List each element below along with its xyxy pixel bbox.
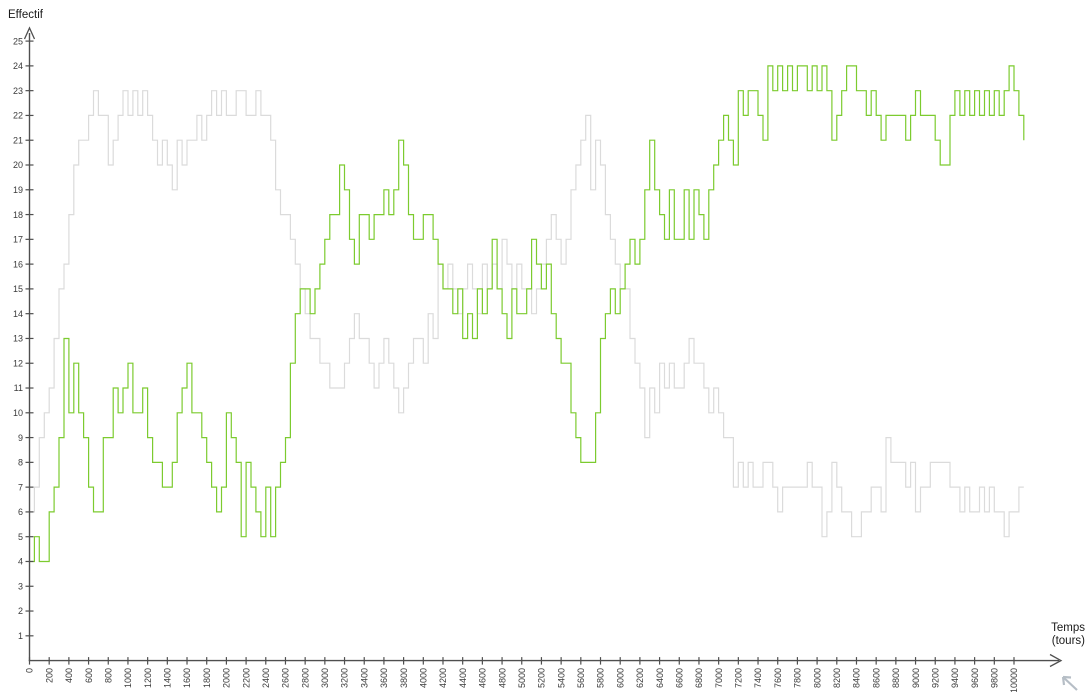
y-tick-label: 11 — [14, 383, 23, 393]
x-tick-label: 2400 — [261, 668, 271, 688]
y-tick-label: 2 — [18, 606, 23, 616]
x-tick-label: 3200 — [340, 668, 350, 688]
x-tick-label: 0 — [25, 668, 35, 673]
y-axis-ticks — [25, 40, 34, 637]
y-tick-label: 9 — [18, 433, 23, 443]
series-layer — [29, 65, 1025, 563]
x-tick-label: 7000 — [714, 668, 724, 688]
x-tick-label: 2000 — [222, 668, 232, 688]
y-tick-label: 20 — [13, 160, 23, 170]
x-tick-label: 2200 — [241, 668, 251, 688]
mouse-cursor-icon — [1061, 675, 1078, 691]
x-axis-tick-labels: 0 200 400 600 800 1000 1200 1400 1600 1800 2000 220… — [25, 668, 1020, 692]
x-tick-label: 1200 — [143, 668, 153, 688]
y-tick-label: 15 — [13, 284, 23, 294]
y-tick-label: 4 — [18, 557, 23, 567]
y-tick-label: 5 — [18, 532, 23, 542]
x-tick-label: 10000 — [1009, 668, 1019, 692]
x-tick-label: 7400 — [753, 668, 763, 688]
y-axis-title: Effectif — [8, 9, 44, 21]
x-tick-label: 6200 — [635, 668, 645, 688]
y-tick-label: 23 — [13, 86, 23, 96]
y-tick-label: 17 — [13, 235, 23, 245]
x-tick-label: 1800 — [202, 668, 212, 688]
x-tick-label: 8400 — [852, 668, 862, 688]
x-axis-arrow-icon — [1049, 653, 1063, 668]
x-tick-label: 4000 — [419, 668, 429, 688]
y-tick-label: 18 — [13, 210, 23, 220]
x-tick-label: 6400 — [655, 668, 665, 688]
x-tick-label: 3800 — [399, 668, 409, 688]
x-tick-label: 5000 — [517, 668, 527, 688]
x-tick-label: 4200 — [438, 668, 448, 688]
x-tick-label: 7200 — [734, 668, 744, 688]
x-tick-label: 5400 — [556, 668, 566, 688]
y-tick-label: 8 — [18, 458, 23, 468]
y-tick-label: 10 — [13, 408, 23, 418]
y-tick-label: 24 — [13, 61, 23, 71]
x-tick-label: 9000 — [911, 668, 921, 688]
x-tick-label: 8600 — [871, 668, 881, 688]
y-tick-label: 19 — [13, 185, 23, 195]
x-tick-label: 1600 — [182, 668, 192, 688]
x-tick-label: 600 — [84, 668, 94, 683]
x-tick-label: 5600 — [576, 668, 586, 688]
x-tick-label: 4600 — [478, 668, 488, 688]
x-tick-label: 9800 — [990, 668, 1000, 688]
x-tick-label: 8000 — [812, 668, 822, 688]
x-tick-label: 1000 — [123, 668, 133, 688]
x-tick-label: 6000 — [615, 668, 625, 688]
x-tick-label: 800 — [103, 668, 113, 683]
y-tick-label: 1 — [18, 631, 23, 641]
x-tick-label: 3400 — [359, 668, 369, 688]
green-series-line — [29, 65, 1025, 563]
y-tick-label: 6 — [18, 507, 23, 517]
y-tick-label: 14 — [13, 309, 23, 319]
x-tick-label: 2600 — [281, 668, 291, 688]
y-tick-label: 7 — [18, 482, 23, 492]
x-tick-label: 9600 — [970, 668, 980, 688]
y-tick-label: 16 — [13, 259, 23, 269]
x-axis-ticks — [28, 657, 1015, 665]
x-tick-label: 7600 — [773, 668, 783, 688]
gray-series-line — [29, 90, 1024, 538]
x-axis-title-line2: (tours) — [1052, 635, 1085, 647]
x-tick-label: 2800 — [300, 668, 310, 688]
x-tick-label: 4400 — [458, 668, 468, 688]
x-tick-label: 8800 — [891, 668, 901, 688]
x-tick-label: 5200 — [537, 668, 547, 688]
x-tick-label: 3600 — [379, 668, 389, 688]
x-tick-label: 6600 — [674, 668, 684, 688]
x-tick-label: 9200 — [930, 668, 940, 688]
y-tick-label: 3 — [18, 581, 23, 591]
y-tick-label: 12 — [13, 358, 23, 368]
x-tick-label: 7800 — [793, 668, 803, 688]
axes-layer: 1234567891011121314151617181920212223242… — [13, 26, 1063, 692]
x-axis-title-line1: Temps — [1051, 622, 1085, 634]
x-tick-label: 9400 — [950, 668, 960, 688]
x-tick-label: 1400 — [163, 668, 173, 688]
y-tick-label: 21 — [13, 135, 23, 145]
x-tick-label: 3000 — [320, 668, 330, 688]
y-axis-arrow-icon — [23, 26, 36, 40]
y-tick-label: 25 — [13, 36, 23, 46]
y-axis-tick-labels: 1234567891011121314151617181920212223242… — [13, 36, 23, 641]
x-tick-label: 6800 — [694, 668, 704, 688]
x-tick-label: 400 — [64, 668, 74, 683]
x-tick-label: 8200 — [832, 668, 842, 688]
y-tick-label: 13 — [13, 334, 23, 344]
x-tick-label: 4800 — [497, 668, 507, 688]
x-tick-label: 200 — [44, 668, 54, 683]
x-tick-label: 5800 — [596, 668, 606, 688]
y-tick-label: 22 — [13, 111, 23, 121]
